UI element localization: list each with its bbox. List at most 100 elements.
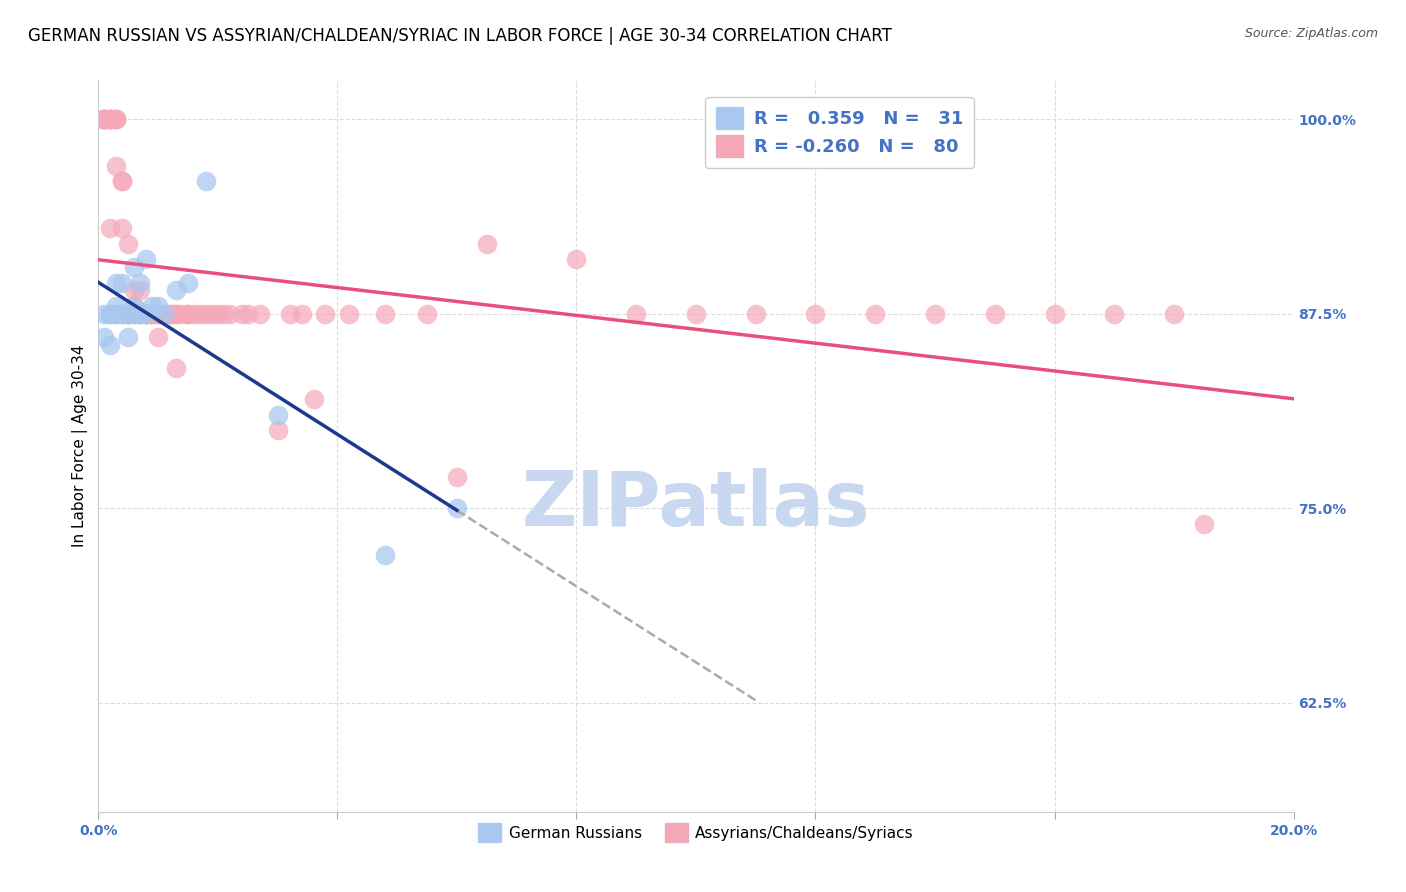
Y-axis label: In Labor Force | Age 30-34: In Labor Force | Age 30-34 (72, 344, 89, 548)
Point (165, 307, 187, 321)
Point (111, 174, 134, 188)
Point (124, 307, 146, 321)
Point (117, 307, 139, 321)
Point (177, 307, 200, 321)
Point (148, 299, 170, 313)
Point (267, 408, 290, 422)
Point (219, 307, 242, 321)
Point (98, 307, 122, 321)
Point (93, 307, 115, 321)
Point (302, 392, 325, 407)
Point (98, 112, 122, 127)
Point (129, 307, 152, 321)
Point (278, 307, 301, 321)
Point (236, 307, 259, 321)
Point (105, 112, 128, 127)
Text: GERMAN RUSSIAN VS ASSYRIAN/CHALDEAN/SYRIAC IN LABOR FORCE | AGE 30-34 CORRELATIO: GERMAN RUSSIAN VS ASSYRIAN/CHALDEAN/SYRI… (28, 27, 891, 45)
Point (804, 307, 827, 321)
Point (93, 112, 115, 127)
Point (291, 307, 314, 321)
Point (98, 112, 122, 127)
Point (105, 307, 128, 321)
Point (626, 307, 648, 321)
Point (124, 299, 146, 313)
Point (201, 307, 224, 321)
Point (153, 307, 176, 321)
Point (165, 284, 187, 298)
Point (159, 307, 181, 321)
Point (98, 307, 122, 321)
Point (141, 307, 163, 321)
Legend: German Russians, Assyrians/Chaldeans/Syriacs: German Russians, Assyrians/Chaldeans/Syr… (472, 817, 920, 848)
Point (105, 276, 128, 290)
Point (124, 307, 146, 321)
Point (117, 307, 139, 321)
Point (129, 307, 152, 321)
Point (135, 252, 157, 267)
Point (111, 221, 134, 235)
Text: Source: ZipAtlas.com: Source: ZipAtlas.com (1244, 27, 1378, 40)
Point (135, 307, 157, 321)
Point (1104, 307, 1126, 321)
Point (93, 112, 115, 127)
Point (111, 307, 134, 321)
Point (135, 307, 157, 321)
Point (105, 112, 128, 127)
Point (565, 252, 588, 267)
Point (105, 307, 128, 321)
Point (135, 307, 157, 321)
Point (446, 501, 468, 516)
Point (93, 112, 115, 127)
Point (124, 299, 146, 313)
Point (117, 307, 139, 321)
Point (117, 236, 139, 251)
Point (124, 284, 146, 298)
Point (165, 307, 187, 321)
Point (111, 276, 134, 290)
Point (98, 221, 122, 235)
Point (129, 284, 152, 298)
Point (267, 424, 290, 438)
Point (188, 307, 211, 321)
Point (141, 307, 163, 321)
Point (148, 307, 170, 321)
Point (153, 307, 176, 321)
Point (141, 299, 163, 313)
Point (924, 307, 946, 321)
Point (117, 307, 139, 321)
Point (105, 299, 128, 313)
Point (148, 307, 170, 321)
Point (416, 307, 439, 321)
Point (475, 236, 498, 251)
Point (141, 307, 163, 321)
Point (1043, 307, 1066, 321)
Point (177, 307, 200, 321)
Point (865, 307, 887, 321)
Text: ZIPatlas: ZIPatlas (522, 467, 870, 541)
Point (249, 307, 271, 321)
Point (93, 112, 115, 127)
Point (93, 330, 115, 344)
Point (1192, 516, 1215, 531)
Point (446, 470, 468, 484)
Point (172, 307, 194, 321)
Point (177, 276, 200, 290)
Point (117, 330, 139, 344)
Point (98, 338, 122, 352)
Point (117, 307, 139, 321)
Point (153, 307, 176, 321)
Point (148, 330, 170, 344)
Point (129, 307, 152, 321)
Point (195, 307, 218, 321)
Point (207, 307, 229, 321)
Point (105, 112, 128, 127)
Point (111, 174, 134, 188)
Point (165, 361, 187, 376)
Point (374, 307, 396, 321)
Point (984, 307, 1007, 321)
Point (231, 307, 253, 321)
Point (159, 307, 181, 321)
Point (135, 307, 157, 321)
Point (111, 307, 134, 321)
Point (105, 159, 128, 173)
